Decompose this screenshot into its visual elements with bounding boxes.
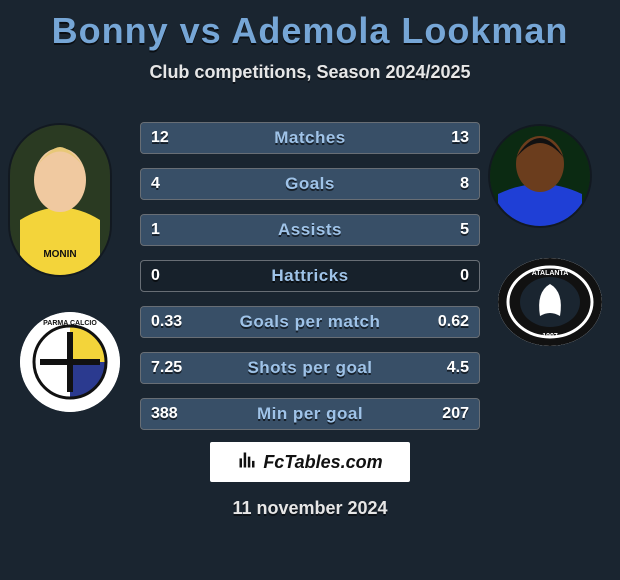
stat-label: Hattricks <box>141 261 479 291</box>
stat-row: 0.33 Goals per match 0.62 <box>140 306 480 338</box>
stat-value-right: 207 <box>442 399 469 429</box>
stat-row: 12 Matches 13 <box>140 122 480 154</box>
page-title: Bonny vs Ademola Lookman <box>0 0 620 52</box>
stat-row: 0 Hattricks 0 <box>140 260 480 292</box>
stat-label: Goals per match <box>141 307 479 337</box>
footer-date: 11 november 2024 <box>0 498 620 519</box>
stat-label: Shots per goal <box>141 353 479 383</box>
stat-value-right: 0 <box>460 261 469 291</box>
stat-row: 1 Assists 5 <box>140 214 480 246</box>
stat-value-right: 4.5 <box>447 353 469 383</box>
stat-label: Matches <box>141 123 479 153</box>
stat-label: Goals <box>141 169 479 199</box>
stat-value-right: 8 <box>460 169 469 199</box>
stat-label: Assists <box>141 215 479 245</box>
brand-text: FcTables.com <box>263 452 382 473</box>
stat-row: 388 Min per goal 207 <box>140 398 480 430</box>
stat-row: 7.25 Shots per goal 4.5 <box>140 352 480 384</box>
stat-value-right: 5 <box>460 215 469 245</box>
stat-value-right: 13 <box>451 123 469 153</box>
svg-text:PARMA CALCIO: PARMA CALCIO <box>43 320 97 327</box>
svg-text:ATALANTA: ATALANTA <box>532 270 569 277</box>
player-left-club-badge: PARMA CALCIO <box>20 312 120 412</box>
stats-table: 12 Matches 13 4 Goals 8 1 Assists 5 0 Ha… <box>140 122 480 444</box>
svg-text:1907: 1907 <box>542 333 558 340</box>
player-right-club-badge: ATALANTA 1907 <box>498 258 602 346</box>
brand-badge: FcTables.com <box>210 442 410 482</box>
page-subtitle: Club competitions, Season 2024/2025 <box>0 62 620 83</box>
stat-label: Min per goal <box>141 399 479 429</box>
svg-text:MONIN: MONIN <box>43 249 76 260</box>
stat-row: 4 Goals 8 <box>140 168 480 200</box>
player-right-photo <box>490 126 590 226</box>
chart-icon <box>237 450 257 475</box>
player-left-photo: MONIN <box>10 125 110 275</box>
stat-value-right: 0.62 <box>438 307 469 337</box>
